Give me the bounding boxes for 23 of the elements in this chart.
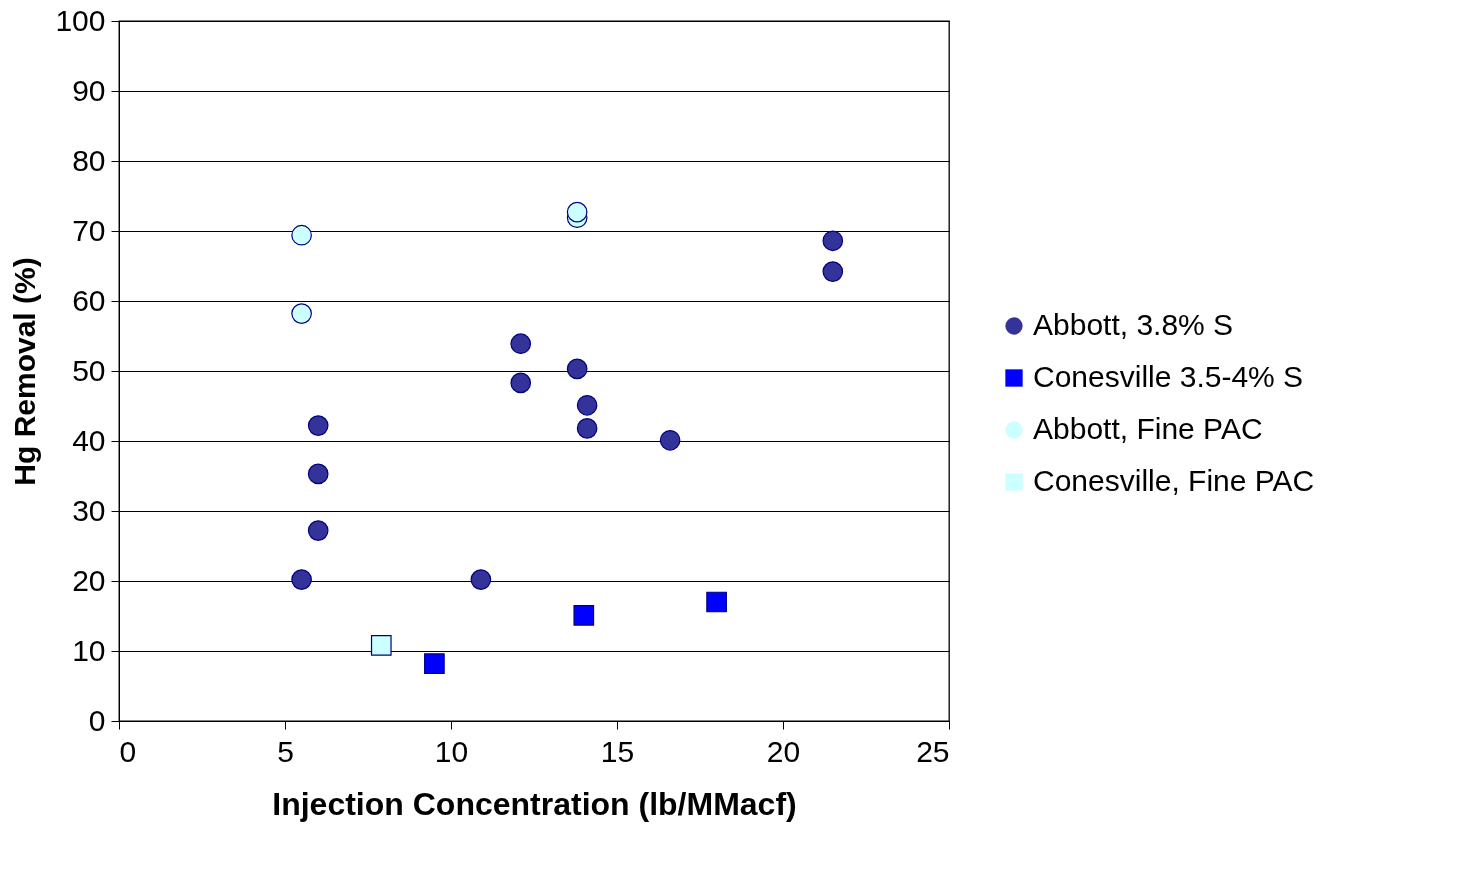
y-tick-label: 20	[72, 563, 106, 597]
y-tick-label: 50	[72, 353, 106, 387]
legend-label: Conesville, Fine PAC	[1033, 464, 1315, 497]
x-tick-label: 20	[766, 734, 801, 768]
y-tick-label: 70	[72, 213, 106, 247]
y-tick-label: 40	[72, 423, 106, 457]
y-tick-label: 80	[72, 143, 106, 177]
y-tick-label: 30	[72, 493, 106, 527]
x-tick-label: 10	[434, 734, 469, 768]
x-axis-title: Injection Concentration (lb/MMacf)	[272, 785, 797, 822]
x-tick-label: 0	[119, 734, 137, 768]
y-tick-label: 60	[72, 283, 106, 317]
y-tick-label: 90	[72, 73, 106, 107]
y-tick-label: 0	[88, 703, 106, 737]
legend-label: Abbott, 3.8% S	[1033, 308, 1234, 341]
x-tick-label: 5	[277, 734, 294, 768]
y-tick-label: 100	[55, 3, 106, 37]
x-tick-label: 25	[916, 734, 950, 768]
legend-label: Conesville 3.5-4% S	[1033, 360, 1304, 393]
y-tick-label: 10	[72, 633, 106, 667]
y-axis-title: Hg Removal (%)	[8, 257, 42, 486]
x-tick-label: 15	[600, 734, 635, 768]
legend-label: Abbott, Fine PAC	[1033, 412, 1263, 445]
